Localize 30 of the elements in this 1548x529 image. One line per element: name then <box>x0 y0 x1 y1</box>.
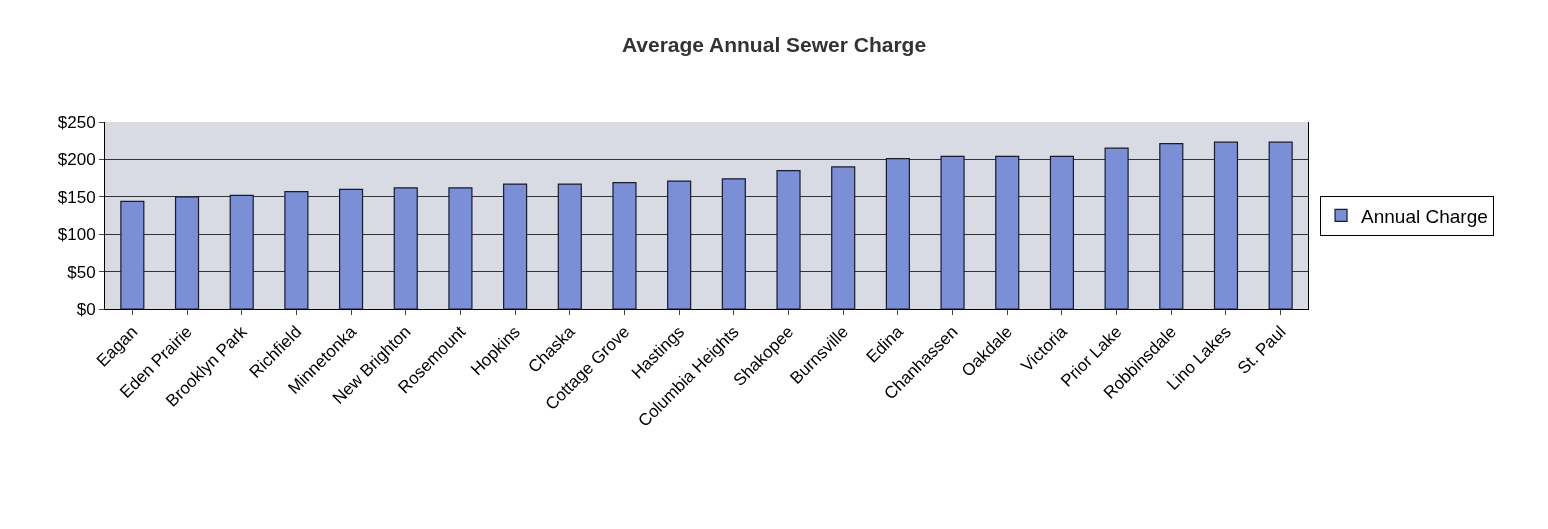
y-tick-label: $0 <box>76 299 96 319</box>
bar <box>721 178 746 309</box>
bar <box>448 187 473 309</box>
legend-label: Annual Charge <box>1361 205 1488 227</box>
bar <box>667 180 692 309</box>
bar <box>557 183 582 309</box>
bar <box>284 190 309 309</box>
bar <box>229 194 254 309</box>
bar <box>120 200 145 309</box>
bar <box>776 170 801 309</box>
bar <box>1159 143 1184 309</box>
bar <box>940 155 965 309</box>
bar <box>831 166 856 309</box>
bar <box>393 187 418 309</box>
bar <box>174 196 200 309</box>
y-tick-label: $200 <box>57 150 96 170</box>
y-tick-label: $100 <box>57 225 96 245</box>
bar <box>1268 141 1293 309</box>
bar <box>995 155 1020 309</box>
chart-title: Average Annual Sewer Charge <box>621 32 927 56</box>
bar <box>1104 147 1129 309</box>
bar <box>612 181 637 309</box>
bar <box>1213 141 1239 309</box>
bar <box>885 158 910 309</box>
bar <box>338 188 364 309</box>
bar <box>1049 155 1075 309</box>
y-tick-label: $250 <box>57 112 96 132</box>
y-tick-label: $150 <box>57 187 96 207</box>
bar <box>503 183 528 309</box>
y-tick-label: $50 <box>67 262 96 282</box>
